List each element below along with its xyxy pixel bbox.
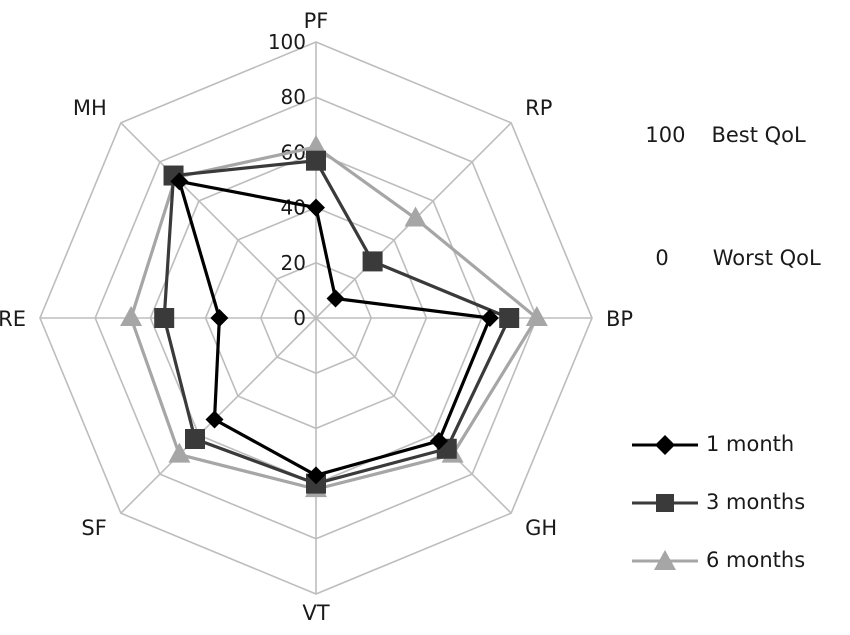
axis-label-sf: SF: [81, 516, 106, 540]
point-1-month-re: [210, 309, 228, 327]
best-qol-note: 100 Best QoL: [632, 99, 806, 147]
series-3-months: [154, 151, 519, 494]
legend-swatch-6-months: [630, 544, 700, 578]
legend-swatch-1-month: [630, 428, 700, 462]
best-qol-value: 100: [645, 123, 685, 147]
point-6-months-re: [120, 306, 142, 326]
point-3-months-sf: [185, 429, 205, 449]
point-3-months-rp: [363, 251, 383, 271]
tick-label-0: 0: [293, 306, 306, 330]
point-3-months-bp: [499, 308, 519, 328]
point-6-months-rp: [405, 206, 427, 226]
axis-label-gh: GH: [525, 516, 557, 540]
worst-qol-label: Worst QoL: [713, 246, 821, 270]
tick-label-100: 100: [268, 30, 306, 54]
legend-label-1-month: 1 month: [706, 432, 794, 456]
best-qol-label: Best QoL: [711, 123, 805, 147]
axis-label-vt: VT: [302, 601, 329, 625]
axis-label-bp: BP: [606, 307, 633, 331]
axis-label-pf: PF: [304, 9, 329, 33]
point-1-month-pf: [307, 199, 325, 217]
point-3-months-re: [154, 308, 174, 328]
axis-label-mh: MH: [73, 96, 107, 120]
worst-qol-note: 0 Worst QoL: [642, 222, 821, 270]
point-6-months-bp: [526, 306, 548, 326]
tick-label-80: 80: [281, 85, 306, 109]
legend-swatch-3-months: [630, 486, 700, 520]
legend-label-6-months: 6 months: [706, 548, 805, 572]
point-3-months-pf: [306, 151, 326, 171]
axis-label-rp: RP: [525, 96, 552, 120]
axis-label-re: RE: [0, 307, 26, 331]
series-1-month: [170, 172, 498, 484]
tick-label-20: 20: [281, 251, 306, 275]
worst-qol-value: 0: [655, 246, 668, 270]
tick-label-40: 40: [281, 196, 306, 220]
legend-label-3-months: 3 months: [706, 490, 805, 514]
